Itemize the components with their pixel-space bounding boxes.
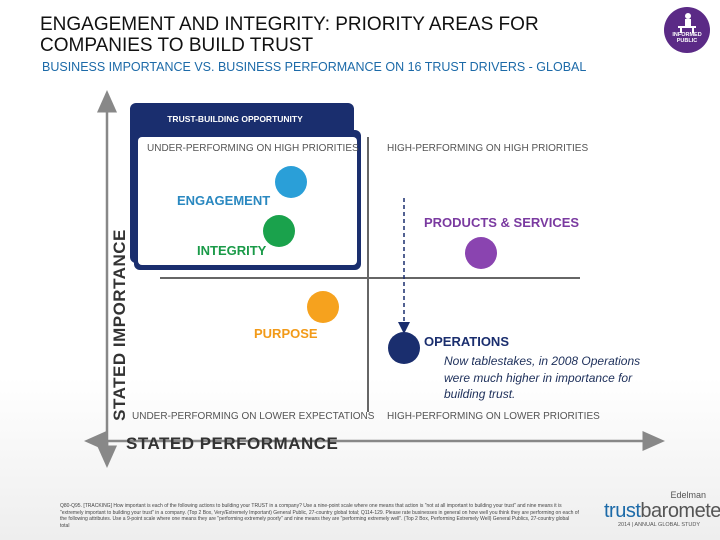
badge-label: INFORMED PUBLIC [672, 32, 702, 44]
brand-product-b: barometer [640, 500, 720, 522]
operations-annotation: Now tablestakes, in 2008 Operations were… [444, 354, 641, 401]
brand-company: Edelman [670, 490, 706, 500]
quadrant-bottom-left-label: UNDER-PERFORMING ON LOWER EXPECTATIONS [132, 411, 375, 422]
label-integrity: INTEGRITY [197, 243, 267, 258]
quadrant-top-left-label: UNDER-PERFORMING ON HIGH PRIORITIES [147, 143, 359, 154]
page-subtitle: BUSINESS IMPORTANCE VS. BUSINESS PERFORM… [42, 60, 587, 74]
brand-product: trustbarometer [604, 500, 720, 523]
x-axis-label: STATED PERFORMANCE [126, 434, 339, 453]
y-axis-label: STATED IMPORTANCE [110, 229, 129, 421]
highlight-box-inner [138, 137, 357, 265]
brand-product-a: trust [604, 500, 641, 522]
point-products-services [465, 237, 497, 269]
point-purpose [307, 291, 339, 323]
person-at-desk-icon [678, 13, 696, 33]
label-engagement: ENGAGEMENT [177, 193, 271, 208]
point-integrity [263, 215, 295, 247]
trust-barometer-logo: Edelman trustbarometer 2014 | ANNUAL GLO… [598, 490, 720, 535]
footnote: Q80-Q95. [TRACKING] How important is eac… [60, 503, 579, 529]
label-operations: OPERATIONS [424, 334, 509, 349]
brand-tagline: 2014 | ANNUAL GLOBAL STUDY [618, 522, 701, 528]
page-title: ENGAGEMENT AND INTEGRITY: PRIORITY AREAS… [40, 14, 539, 56]
quadrant-top-right-label: HIGH-PERFORMING ON HIGH PRIORITIES [387, 143, 589, 154]
label-products-services: PRODUCTS & SERVICES [424, 215, 580, 230]
informed-public-badge: INFORMED PUBLIC [664, 7, 710, 53]
highlight-box-label: TRUST-BUILDING OPPORTUNITY [167, 114, 303, 124]
point-operations [388, 332, 420, 364]
label-purpose: PURPOSE [254, 326, 318, 341]
point-engagement [275, 166, 307, 198]
quadrant-bottom-right-label: HIGH-PERFORMING ON LOWER PRIORITIES [387, 411, 600, 422]
